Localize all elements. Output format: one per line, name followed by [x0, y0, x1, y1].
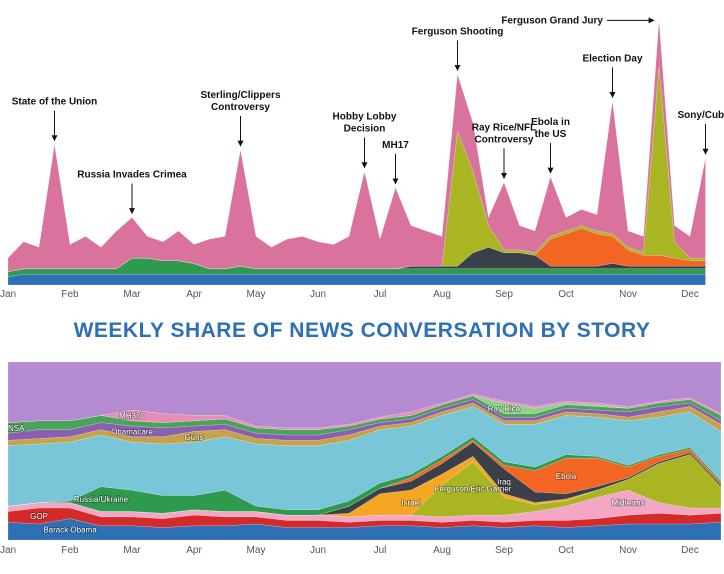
series-label: NSA: [8, 424, 25, 433]
x-tick-label: Feb: [61, 289, 79, 300]
annotation: Ferguson Grand Jury: [501, 15, 603, 26]
annotation: Ebola in: [531, 117, 570, 128]
series-label: Ray Rice: [488, 404, 521, 413]
annotation: Ray Rice/NFL: [472, 122, 536, 133]
x-tick-label: Oct: [558, 545, 574, 556]
x-tick-label: Apr: [186, 545, 202, 556]
x-tick-label: Jan: [0, 289, 16, 300]
x-tick-label: Jul: [374, 289, 387, 300]
annotation: State of the Union: [12, 97, 98, 108]
area: [7, 361, 722, 429]
x-tick-label: Jun: [310, 289, 326, 300]
area: [7, 393, 722, 430]
x-tick-label: Aug: [433, 545, 451, 556]
x-tick-label: Mar: [123, 289, 141, 300]
annotation: Sterling/Clippers: [200, 90, 280, 101]
x-tick-label: Jun: [310, 545, 326, 556]
series-label: Guns: [184, 433, 203, 442]
x-tick-label: Mar: [123, 545, 141, 556]
x-tick-label: Jan: [0, 545, 16, 556]
x-tick-label: Dec: [681, 545, 699, 556]
annotation: Decision: [344, 124, 386, 135]
x-tick-label: May: [247, 289, 266, 300]
annotation: MH17: [382, 140, 409, 151]
series-label: Israel: [401, 499, 421, 508]
x-tick-label: Feb: [61, 545, 79, 556]
x-tick-label: Nov: [619, 289, 637, 300]
x-tick-label: Aug: [433, 289, 451, 300]
x-tick-label: May: [247, 545, 266, 556]
series-label: Midterms: [612, 499, 645, 508]
series-label: GOP: [30, 512, 48, 521]
annotation: Ferguson Shooting: [412, 26, 504, 37]
x-tick-label: Sep: [495, 545, 513, 556]
series-label: Russia/Ukraine: [74, 495, 129, 504]
x-tick-label: Apr: [186, 289, 202, 300]
series-label: Ebola: [556, 472, 577, 481]
annotation: Sony/Cuba: [678, 110, 724, 121]
annotation: the US: [535, 129, 567, 140]
chart-title: WEEKLY SHARE OF NEWS CONVERSATION BY STO…: [74, 319, 651, 342]
x-tick-label: Dec: [681, 289, 699, 300]
x-tick-label: Nov: [619, 545, 637, 556]
series-label: Ferguson/Eric Garner: [435, 484, 512, 493]
x-tick-label: Jul: [374, 545, 387, 556]
x-tick-label: Oct: [558, 289, 574, 300]
area: [7, 273, 706, 286]
annotation: Hobby Lobby: [333, 112, 397, 123]
annotation: Controversy: [475, 134, 534, 145]
series-label: Barack Obama: [43, 525, 97, 534]
x-tick-label: Sep: [495, 289, 513, 300]
annotation: Controversy: [211, 102, 270, 113]
area: [7, 20, 706, 272]
annotation: Election Day: [582, 53, 642, 64]
annotation: Russia Invades Crimea: [77, 170, 187, 181]
series-label: MH370: [119, 411, 145, 420]
series-label: Obamacare: [111, 427, 153, 436]
series-label: Iraq: [497, 477, 511, 486]
